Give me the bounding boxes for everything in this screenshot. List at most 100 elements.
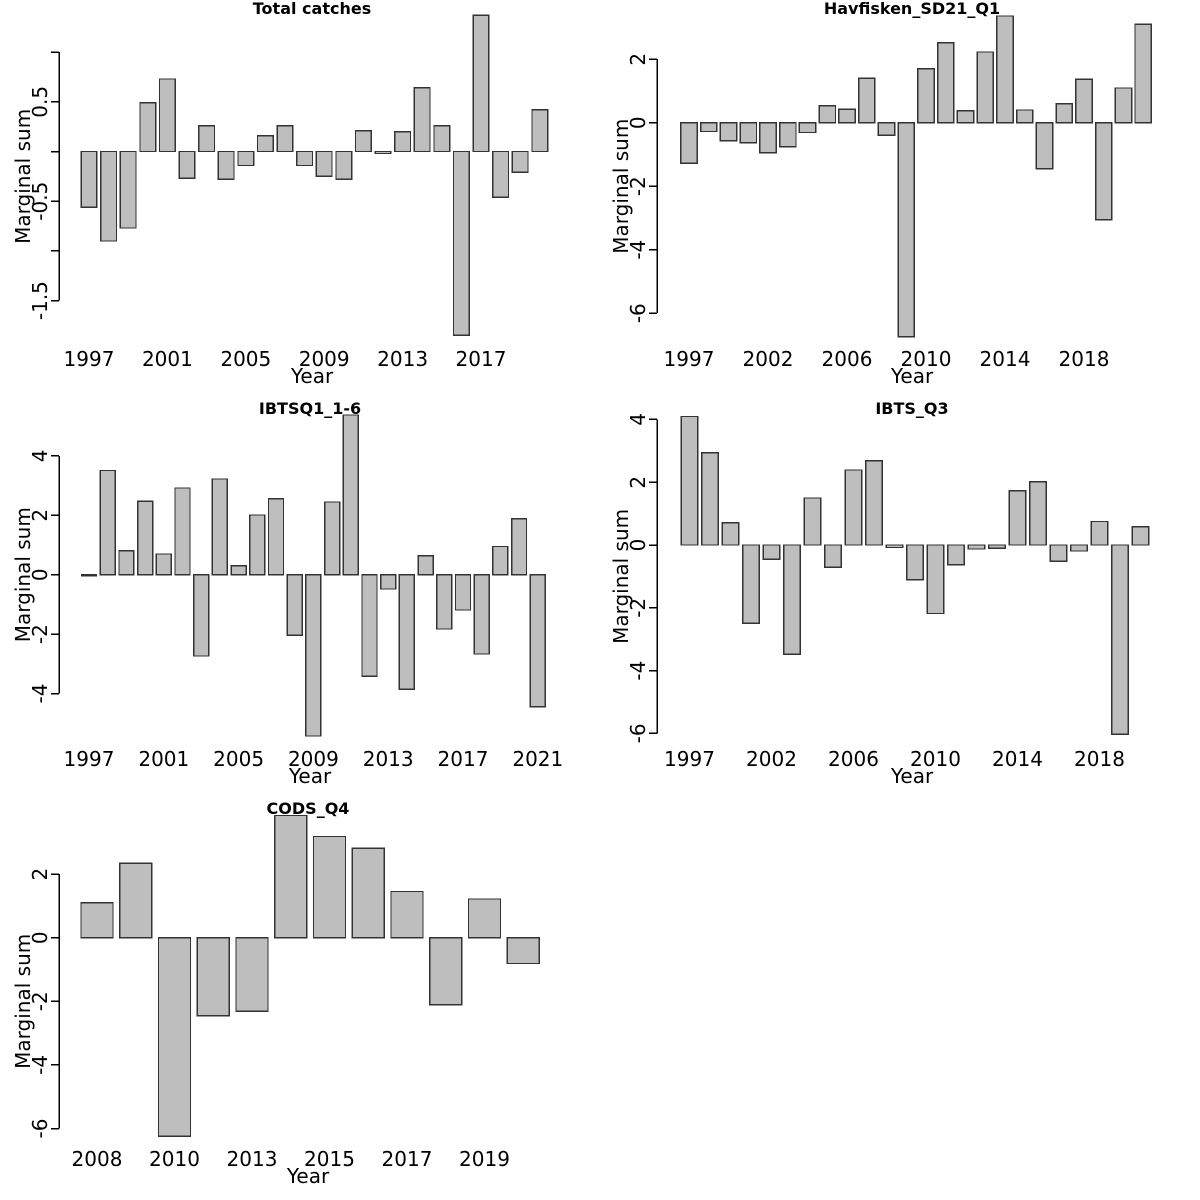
x-axis-title: Year <box>288 764 332 788</box>
bar-2014 <box>413 87 431 153</box>
chart-title: Havfisken_SD21_Q1 <box>824 0 1000 18</box>
bar-2005 <box>230 565 247 576</box>
bar-2020 <box>1114 87 1133 124</box>
bar-2005 <box>818 105 837 124</box>
x-tick-label: 2006 <box>828 747 879 771</box>
bar-2012 <box>956 109 975 124</box>
chart-title: IBTS_Q3 <box>875 400 948 418</box>
y-axis-title: Marginal sum <box>609 119 633 254</box>
havfisken-sd21-q1-plot: 2 0 -2 -4 -6 1997 2002 2006 2010 2014 2018 Havfiske… <box>609 0 1153 388</box>
y-tick-label: -4 <box>626 661 650 681</box>
bar-2013 <box>380 574 397 590</box>
bar-1998 <box>100 150 118 242</box>
bar-2013 <box>988 544 1006 549</box>
x-tick-label: 2017 <box>456 347 507 371</box>
bar-2010 <box>335 150 353 180</box>
bar-2021 <box>529 574 546 708</box>
bar-2020 <box>1131 526 1150 546</box>
bar-2015 <box>1029 481 1047 546</box>
y-tick-label: -4 <box>28 684 52 704</box>
y-tick-label: -2 <box>626 598 650 618</box>
x-tick-label: 1997 <box>64 347 115 371</box>
bar-2002 <box>759 122 777 154</box>
bar-2014 <box>398 574 416 690</box>
x-tick-label: 2015 <box>304 1147 355 1171</box>
x-tick-label: 2018 <box>1059 347 1110 371</box>
bar-2008 <box>885 544 904 549</box>
ibts-q3-plot: 4 2 0 -2 -4 -6 1997 2002 2006 2010 2014 2018 IBTS_Q3… <box>609 400 1150 788</box>
x-tick-label: 2002 <box>746 747 797 771</box>
bar-2003 <box>198 125 216 153</box>
bar-1999 <box>118 549 135 576</box>
x-tick-label: 2009 <box>288 747 339 771</box>
bar-2017 <box>1070 544 1088 552</box>
bar-2011 <box>354 129 372 153</box>
y-tick-label: -1.5 <box>28 281 52 320</box>
bar-2017 <box>472 14 490 153</box>
x-tick-label: 2006 <box>822 347 873 371</box>
chart-cods-q4: 2 0 -2 -4 -6 2008 2010 2013 2015 2017 2019 CODS_Q4 Y… <box>0 800 600 1200</box>
bar-2000 <box>139 102 157 153</box>
bar-2008 <box>877 122 896 137</box>
bar-2018 <box>1090 520 1109 546</box>
bar-2003 <box>778 122 797 148</box>
bar-2018 <box>1075 78 1093 124</box>
y-tick-label: 0 <box>626 116 650 129</box>
bar-1997 <box>80 574 98 577</box>
bar-1998 <box>701 452 719 546</box>
y-axis-title: Marginal sum <box>11 934 35 1069</box>
bar-1999 <box>119 150 137 229</box>
x-tick-label: 2013 <box>363 747 414 771</box>
y-tick-label: 4 <box>626 413 650 426</box>
bar-2003 <box>193 574 210 657</box>
bar-2019 <box>467 898 502 939</box>
x-tick-label: 2013 <box>227 1147 278 1171</box>
bar-1999 <box>719 122 738 142</box>
bar-2011 <box>947 544 965 566</box>
y-tick-label: -2 <box>626 176 650 196</box>
bar-2015 <box>312 835 347 939</box>
y-tick-label: -0.5 <box>28 182 52 221</box>
bar-2016 <box>351 847 385 939</box>
bar-2015 <box>1015 109 1034 124</box>
bar-2000 <box>739 122 758 144</box>
bar-2008 <box>80 902 114 939</box>
x-tick-label: 1997 <box>664 347 715 371</box>
bar-2012 <box>374 150 392 155</box>
bar-2013 <box>394 130 412 153</box>
x-tick-label: 2014 <box>980 347 1031 371</box>
bar-2017 <box>390 890 424 939</box>
bar-2009 <box>906 544 924 581</box>
bar-2016 <box>436 574 453 630</box>
bar-2013 <box>976 51 995 124</box>
bar-2001 <box>158 78 176 153</box>
bar-2004 <box>803 497 822 546</box>
bar-2018 <box>492 150 510 198</box>
y-tick-label: 2 <box>626 476 650 489</box>
bar-2006 <box>844 469 863 546</box>
bar-2010 <box>926 544 945 615</box>
bar-2006 <box>249 514 266 576</box>
ibtsq1-1-6-plot: 4 2 0 -2 -4 1997 2001 2005 2009 2013 2017 2021 IBTSQ… <box>11 400 563 788</box>
bar-2007 <box>857 77 876 124</box>
y-tick-label: -6 <box>626 723 650 743</box>
bar-2019 <box>1094 122 1113 221</box>
bar-2014 <box>274 814 308 939</box>
bar-2015 <box>433 125 451 153</box>
x-tick-label: 2009 <box>299 347 350 371</box>
y-tick-label: 2 <box>626 53 650 66</box>
empty-cell <box>600 800 1200 1200</box>
x-tick-label: 2002 <box>743 347 794 371</box>
x-tick-label: 2021 <box>512 747 563 771</box>
bar-2014 <box>996 15 1014 124</box>
bar-2011 <box>196 937 230 1017</box>
bar-1998 <box>99 469 116 576</box>
bar-2018 <box>473 574 490 655</box>
x-tick-label: 2005 <box>213 747 264 771</box>
chart-title: Total catches <box>253 0 371 18</box>
chart-title: CODS_Q4 <box>267 800 350 818</box>
y-tick-label: 0 <box>626 539 650 552</box>
bar-2006 <box>838 108 856 124</box>
bar-2018 <box>429 937 463 1006</box>
